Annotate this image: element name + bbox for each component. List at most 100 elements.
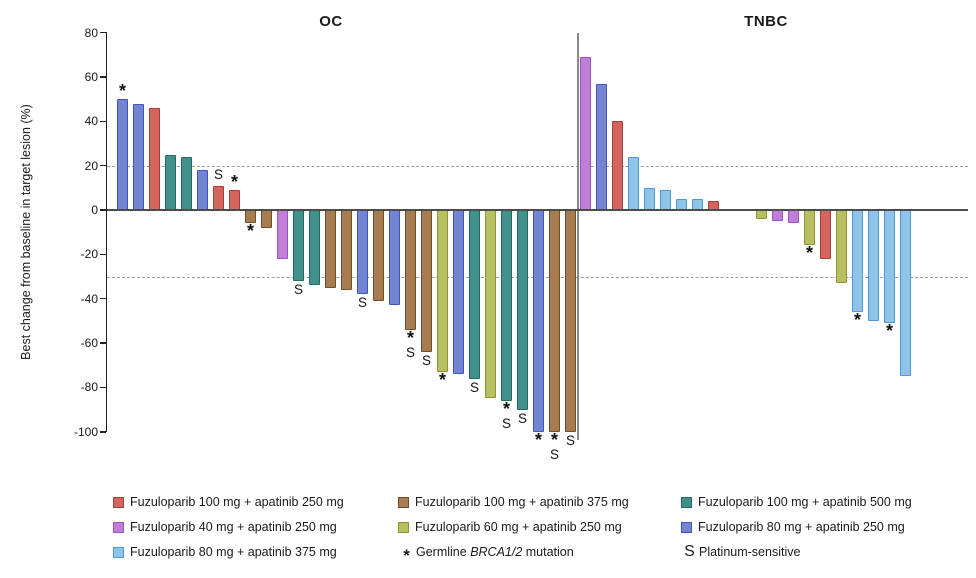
- bar: [660, 190, 671, 210]
- y-tick-label: -80: [80, 380, 98, 395]
- legend-swatch: [113, 496, 124, 508]
- legend-label: Fuzuloparib 80 mg + apatinib 250 mg: [698, 520, 905, 534]
- brca-asterisk-marker: *: [406, 327, 415, 348]
- bar: [389, 210, 400, 306]
- bar: [628, 156, 639, 210]
- legend-label: Fuzuloparib 100 mg + apatinib 500 mg: [698, 495, 912, 509]
- bar: [565, 210, 576, 432]
- y-axis-line: [105, 32, 107, 432]
- legend-item: Fuzuloparib 80 mg + apatinib 375 mg: [113, 544, 337, 560]
- bar: [437, 210, 448, 372]
- legend-swatch: [398, 521, 409, 533]
- y-tick-label: 20: [84, 158, 98, 173]
- platinum-s-marker: S: [501, 415, 512, 431]
- brca-asterisk-marker: *: [230, 172, 239, 193]
- bar: [868, 210, 879, 321]
- legend-label: Fuzuloparib 100 mg + apatinib 375 mg: [415, 495, 629, 509]
- brca-asterisk-marker: *: [853, 310, 862, 330]
- bar: [644, 187, 655, 210]
- bar: [549, 210, 560, 432]
- bar: [836, 210, 847, 284]
- bar: [181, 156, 192, 210]
- y-tick-label: -40: [80, 291, 98, 306]
- y-tick: [99, 209, 106, 211]
- bar: [165, 154, 176, 210]
- bar: [309, 210, 320, 286]
- y-tick: [99, 120, 106, 123]
- bar: [405, 210, 416, 330]
- legend-label: Fuzuloparib 80 mg + apatinib 375 mg: [130, 545, 337, 559]
- platinum-s-marker: S: [517, 410, 528, 426]
- y-tick-label: 0: [91, 203, 98, 217]
- brca-asterisk-legend-icon: *: [403, 546, 410, 565]
- oc-panel-title: OC: [319, 13, 343, 30]
- brca-asterisk-marker: *: [534, 429, 543, 450]
- legend-label: Fuzuloparib 100 mg + apatinib 250 mg: [130, 495, 344, 509]
- y-tick: [99, 164, 106, 167]
- legend-label: Platinum-sensitive: [699, 545, 801, 559]
- bar: [357, 210, 368, 295]
- bar: [533, 210, 544, 432]
- bar: [501, 210, 512, 401]
- legend-item: Fuzuloparib 40 mg + apatinib 250 mg: [113, 519, 337, 535]
- platinum-s-marker: S: [549, 446, 560, 462]
- legend-item: * Germline BRCA1/2 mutation: [398, 544, 574, 565]
- bar: [421, 210, 432, 352]
- legend-item: S Platinum-sensitive: [681, 543, 801, 560]
- bar: [213, 185, 224, 210]
- bar: [293, 210, 304, 281]
- bar: [197, 170, 208, 210]
- legend-item: Fuzuloparib 100 mg + apatinib 375 mg: [398, 494, 629, 510]
- y-tick: [99, 431, 106, 433]
- y-tick-label: 80: [84, 25, 98, 40]
- bar: [325, 210, 336, 288]
- legend-item: Fuzuloparib 100 mg + apatinib 500 mg: [681, 494, 912, 510]
- legend-swatch: [113, 546, 124, 558]
- bar: [149, 107, 160, 210]
- platinum-s-marker: S: [469, 379, 480, 395]
- brca-asterisk-marker: *: [118, 81, 127, 102]
- bar: [612, 121, 623, 210]
- tnbc-panel-title: TNBC: [744, 13, 788, 30]
- bar: [820, 210, 831, 259]
- bar: [596, 83, 607, 210]
- legend-swatch: [681, 521, 692, 533]
- legend-swatch: [398, 496, 409, 508]
- legend-item: Fuzuloparib 100 mg + apatinib 250 mg: [113, 494, 344, 510]
- bar: [229, 190, 240, 210]
- bar: [373, 210, 384, 301]
- brca-asterisk-marker: *: [550, 429, 559, 450]
- brca-asterisk-marker: *: [885, 321, 894, 342]
- legend-label: Fuzuloparib 40 mg + apatinib 250 mg: [130, 520, 337, 534]
- bar: [772, 210, 783, 222]
- brca-asterisk-marker: *: [438, 369, 447, 390]
- y-tick: [99, 297, 106, 300]
- y-tick: [99, 76, 106, 78]
- brca-asterisk-marker: *: [805, 243, 814, 264]
- platinum-s-marker: S: [565, 432, 576, 448]
- reference-line: [107, 165, 968, 167]
- y-tick-label: -60: [80, 336, 98, 351]
- bar: [580, 56, 591, 210]
- bar: [900, 210, 911, 377]
- y-tick: [99, 253, 106, 256]
- y-tick-label: 40: [84, 114, 98, 129]
- y-tick-label: 60: [84, 69, 98, 84]
- y-tick: [99, 31, 106, 34]
- bar: [261, 210, 272, 228]
- bar: [788, 210, 799, 224]
- bar: [804, 210, 815, 246]
- y-tick: [99, 386, 106, 389]
- bar: [453, 210, 464, 375]
- legend-item: Fuzuloparib 60 mg + apatinib 250 mg: [398, 519, 622, 535]
- platinum-s-marker: S: [357, 295, 368, 311]
- legend-item: Fuzuloparib 80 mg + apatinib 250 mg: [681, 519, 905, 535]
- platinum-s-marker: S: [421, 352, 432, 368]
- bar: [133, 103, 144, 210]
- bar: [485, 210, 496, 399]
- y-tick: [99, 342, 106, 344]
- bar: [469, 210, 480, 379]
- legend-swatch: [681, 496, 692, 508]
- legend-label: Fuzuloparib 60 mg + apatinib 250 mg: [415, 520, 622, 534]
